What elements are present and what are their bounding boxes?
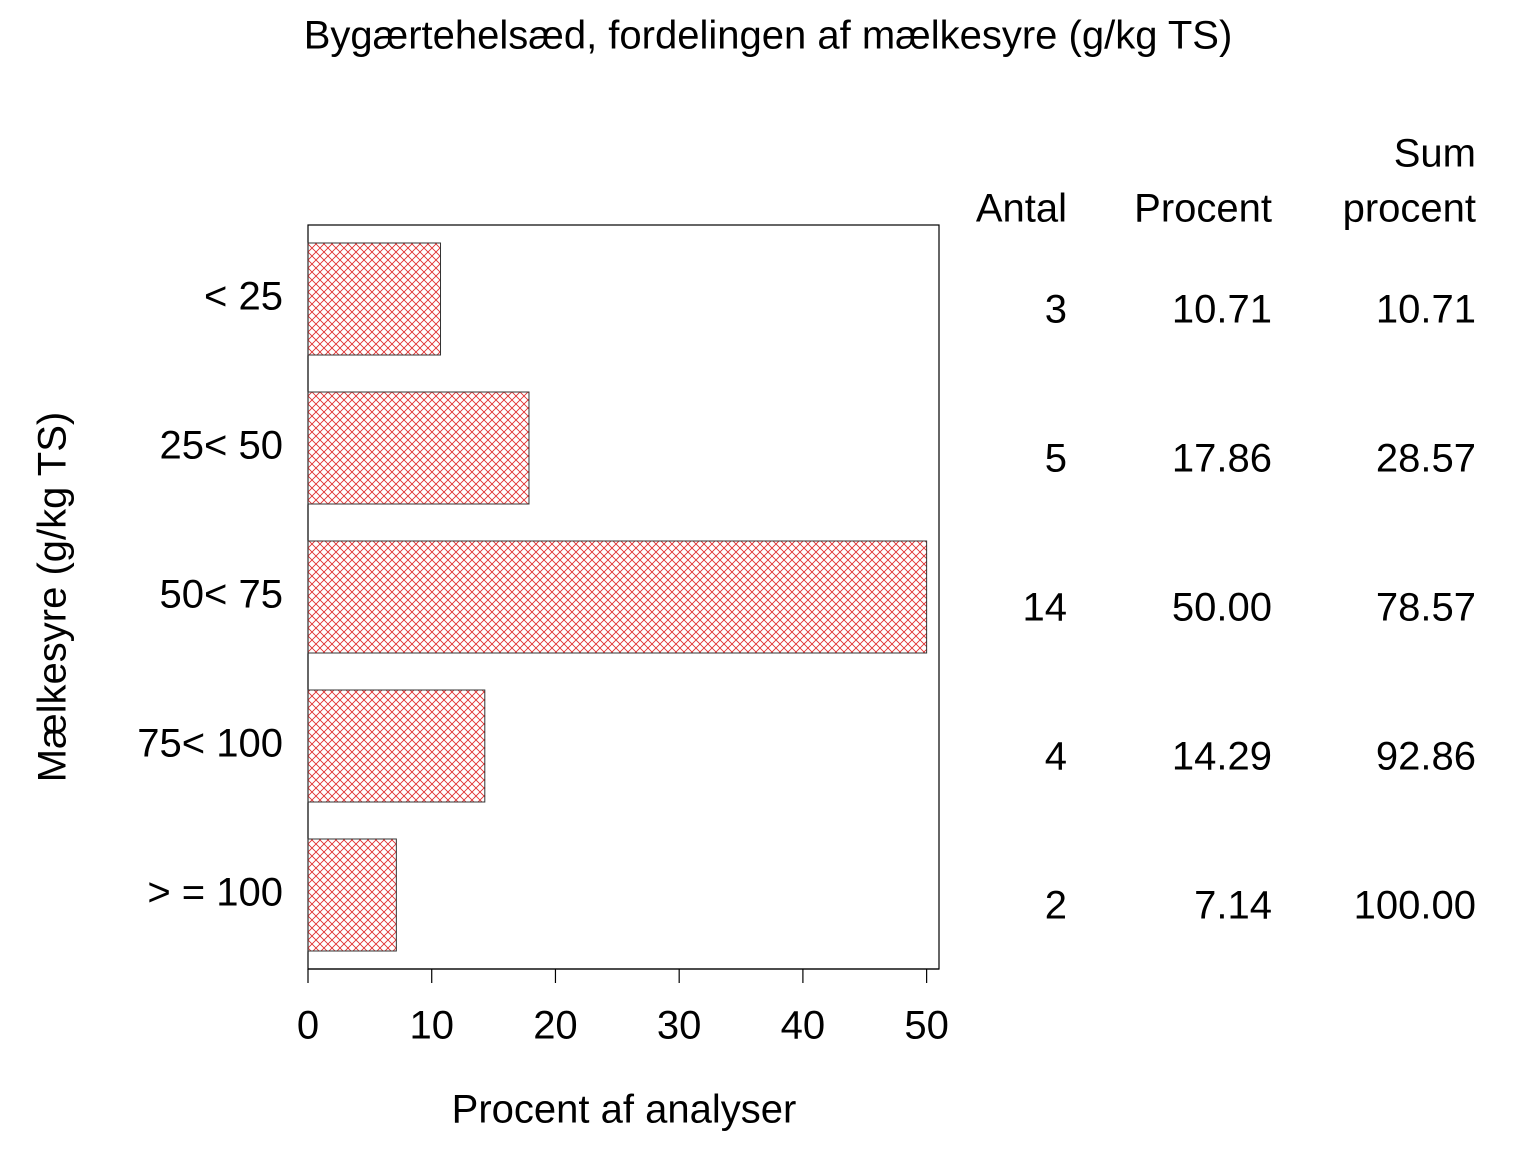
chart-title: Bygærtehelsæd, fordelingen af mælkesyre … xyxy=(304,14,1233,58)
x-tick-label: 20 xyxy=(533,1004,578,1048)
table-cell: 10.71 xyxy=(1172,288,1272,332)
y-tick-label: > = 100 xyxy=(147,871,283,915)
table-cell: 3 xyxy=(1045,288,1067,332)
table-cell: 14.29 xyxy=(1172,735,1272,779)
bar xyxy=(307,391,530,505)
table-cell: 10.71 xyxy=(1376,288,1476,332)
table-header: Procent xyxy=(1134,187,1272,231)
table-cell: 28.57 xyxy=(1376,437,1476,481)
x-axis-label: Procent af analyser xyxy=(452,1088,797,1132)
y-tick-label: 75< 100 xyxy=(137,722,283,766)
table-cell: 14 xyxy=(1023,586,1068,630)
bar xyxy=(307,689,486,803)
table-cell: 92.86 xyxy=(1376,735,1476,779)
table-cell: 5 xyxy=(1045,437,1067,481)
bar xyxy=(307,838,397,952)
table-cell: 2 xyxy=(1045,884,1067,928)
table-cell: 4 xyxy=(1045,735,1067,779)
y-tick-label: 50< 75 xyxy=(160,573,283,617)
y-tick-label: 25< 50 xyxy=(160,424,283,468)
table-header: Sum xyxy=(1394,132,1476,176)
x-tick-label: 0 xyxy=(297,1004,319,1048)
table-cell: 100.00 xyxy=(1354,884,1476,928)
table-cell: 7.14 xyxy=(1194,884,1272,928)
bar xyxy=(307,540,928,654)
table-header: Antal xyxy=(976,187,1067,231)
bar xyxy=(307,242,442,356)
y-tick-label: < 25 xyxy=(204,275,283,319)
table-header: procent xyxy=(1343,187,1476,231)
x-tick-label: 40 xyxy=(781,1004,826,1048)
y-axis-label: Mælkesyre (g/kg TS) xyxy=(31,412,75,782)
x-tick-label: 30 xyxy=(657,1004,702,1048)
x-tick-label: 50 xyxy=(904,1004,949,1048)
table-cell: 50.00 xyxy=(1172,586,1272,630)
table-cell: 78.57 xyxy=(1376,586,1476,630)
x-tick-label: 10 xyxy=(409,1004,454,1048)
table-cell: 17.86 xyxy=(1172,437,1272,481)
